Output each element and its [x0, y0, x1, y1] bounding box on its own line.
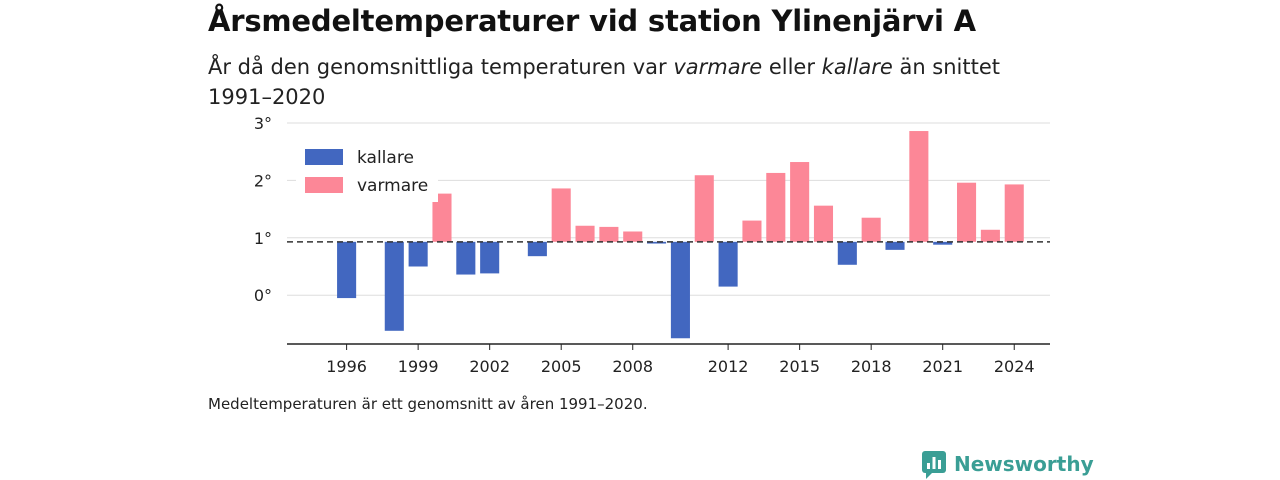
bar-2019: [885, 241, 905, 250]
y-tick-label: 1°: [254, 229, 272, 248]
x-tick-label: 2005: [541, 357, 582, 376]
bar-2008: [623, 231, 643, 242]
chart-subtitle: År då den genomsnittliga temperaturen va…: [208, 52, 1028, 112]
bar-2015: [790, 162, 810, 242]
subtitle-text-2: eller: [762, 55, 822, 79]
legend-label-colder: kallare: [357, 148, 414, 168]
bar-2013: [742, 220, 762, 242]
bar-2004: [527, 241, 547, 257]
subtitle-text-3: än snittet 1991–2020: [208, 55, 1001, 109]
chart-title: Årsmedeltemperaturer vid station Ylinenj…: [208, 4, 976, 38]
y-tick-label: 2°: [254, 171, 272, 190]
bar-2020: [909, 131, 929, 242]
bar-2021: [933, 241, 953, 245]
bar-2014: [766, 172, 786, 242]
bar-2023: [980, 229, 1000, 242]
bar-2012: [718, 241, 738, 287]
bar-2000: [432, 193, 452, 242]
bars: [337, 131, 1024, 339]
x-tick-label: 2008: [612, 357, 653, 376]
footnote: Medeltemperaturen är ett genomsnitt av å…: [208, 395, 648, 413]
bar-1998: [384, 241, 404, 331]
newsworthy-logo-icon: [922, 451, 946, 479]
legend-label-warmer: varmare: [357, 176, 428, 196]
x-tick-label: 2002: [469, 357, 510, 376]
x-tick-label: 2021: [922, 357, 963, 376]
bar-1996: [337, 241, 357, 299]
x-tick-label: 1999: [398, 357, 439, 376]
subtitle-cold: kallare: [821, 55, 893, 79]
bar-2022: [957, 182, 977, 242]
brand: Newsworthy: [922, 449, 1094, 479]
bar-2001: [456, 241, 476, 275]
axes: 1996 1999 2002 2005 2008 2012 2015 2018 2021 2024: [287, 241, 1050, 376]
x-tick-label: 2015: [779, 357, 820, 376]
bar-2009: [647, 241, 667, 244]
y-tick-label: 3°: [254, 114, 272, 133]
y-tick-label: 0°: [254, 286, 272, 305]
bar-2002: [480, 241, 500, 274]
brand-name: Newsworthy: [954, 452, 1094, 476]
legend-swatch-warmer: [305, 177, 343, 193]
bar-2017: [837, 241, 857, 265]
bar-2007: [599, 226, 619, 242]
x-tick-label: 2012: [708, 357, 749, 376]
x-tick-label: 1996: [326, 357, 367, 376]
legend-swatch-colder: [305, 149, 343, 165]
x-tick-label: 2018: [851, 357, 892, 376]
bar-2011: [694, 175, 714, 242]
bar-2018: [861, 217, 881, 242]
bar-2006: [575, 225, 595, 242]
subtitle-warm: varmare: [673, 55, 763, 79]
bar-1999: [408, 241, 428, 267]
bar-2024: [1004, 184, 1024, 242]
bar-2005: [551, 188, 571, 242]
bar-2010: [670, 241, 690, 339]
bar-2016: [813, 205, 834, 242]
x-tick-label: 2024: [994, 357, 1035, 376]
subtitle-text-1: År då den genomsnittliga temperaturen va…: [208, 55, 674, 79]
legend: kallare varmare: [296, 140, 438, 202]
